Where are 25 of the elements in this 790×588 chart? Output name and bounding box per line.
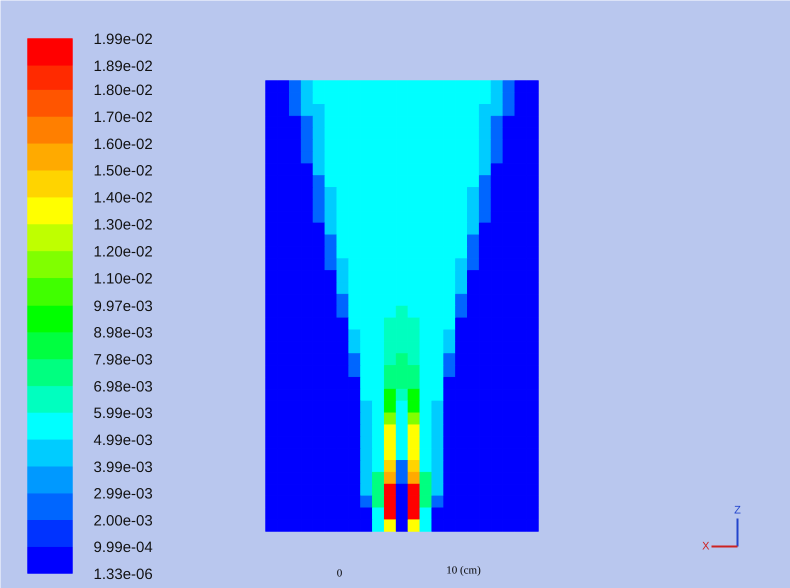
color-bar-label: 3.99e-03 bbox=[94, 458, 153, 476]
color-bar-label: 6.98e-03 bbox=[94, 378, 153, 396]
color-bar-label: 1.70e-02 bbox=[94, 108, 153, 126]
color-bar-label: 5.99e-03 bbox=[94, 404, 153, 422]
color-bar-label: 9.97e-03 bbox=[94, 298, 153, 315]
color-bar-label: 1.10e-02 bbox=[94, 270, 153, 288]
color-bar-label: 1.99e-02 bbox=[94, 31, 153, 48]
color-bar-label: 1.20e-02 bbox=[94, 243, 153, 260]
color-bar-label: 1.89e-02 bbox=[94, 58, 153, 75]
color-bar-label: 7.98e-03 bbox=[94, 351, 153, 368]
text: X bbox=[702, 540, 710, 552]
color-bar-label: 2.00e-03 bbox=[94, 512, 153, 530]
color-bar-label: 1.50e-02 bbox=[94, 162, 153, 180]
color-bar-label: 1.40e-02 bbox=[94, 190, 153, 207]
color-bar-label: 1.80e-02 bbox=[94, 82, 153, 100]
color-bar-label: 4.99e-03 bbox=[94, 432, 153, 449]
color-bar-label: 9.99e-04 bbox=[94, 539, 153, 556]
text: Z bbox=[734, 504, 742, 516]
text: 0 bbox=[336, 568, 343, 580]
color-bar-label: 2.99e-03 bbox=[94, 486, 153, 503]
text: 10 (cm) bbox=[446, 564, 482, 576]
color-bar-label: 1.60e-02 bbox=[94, 136, 153, 153]
color-bar-label: 1.30e-02 bbox=[94, 216, 153, 234]
color-bar-label: 1.33e-06 bbox=[94, 566, 153, 583]
color-bar-label: 8.98e-03 bbox=[94, 324, 153, 342]
